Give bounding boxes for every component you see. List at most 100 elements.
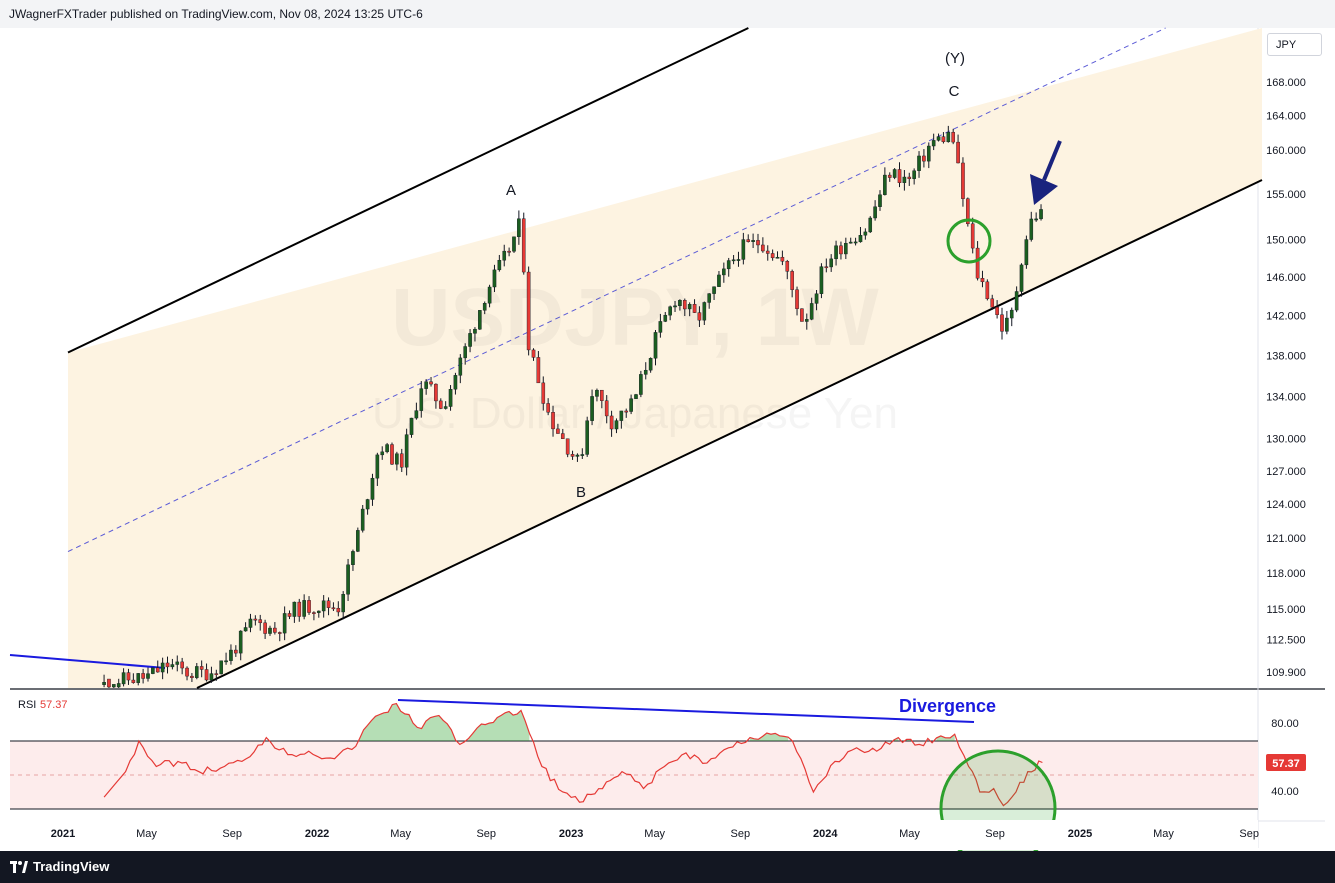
- time-tick: Sep: [1239, 828, 1259, 840]
- candle-body: [1000, 314, 1004, 332]
- candle-body: [692, 304, 697, 313]
- candle-body: [390, 444, 394, 465]
- candle-body: [199, 666, 204, 670]
- candle-body: [922, 155, 926, 162]
- candle-body: [346, 564, 350, 595]
- candle-body: [424, 381, 428, 389]
- price-tick: 118.000: [1267, 568, 1306, 580]
- old-trendline[interactable]: [9, 654, 166, 669]
- candle-body: [107, 678, 111, 688]
- candle-body: [385, 444, 389, 453]
- candle-body: [209, 673, 214, 681]
- price-tick: 164.000: [1266, 111, 1306, 123]
- candle-body: [844, 243, 848, 255]
- time-tick: May: [136, 828, 157, 840]
- channel-upper-line[interactable]: [67, 27, 749, 354]
- candle-body: [917, 155, 921, 171]
- candle-body: [258, 619, 263, 624]
- candle-body: [551, 412, 555, 430]
- time-tick: Sep: [222, 828, 242, 840]
- candle-body: [619, 410, 624, 421]
- candle-body: [336, 607, 341, 613]
- candle-body: [443, 406, 448, 409]
- candle-body: [229, 649, 233, 661]
- candle-body: [155, 667, 160, 673]
- candle-body: [980, 278, 985, 283]
- candle-body: [595, 389, 599, 397]
- candle-body: [160, 662, 165, 673]
- candle-body: [521, 218, 526, 273]
- candle-body: [297, 601, 302, 617]
- candle-body: [1005, 317, 1009, 332]
- candle-body: [526, 271, 531, 351]
- candle-body: [580, 454, 585, 456]
- candle-body: [370, 477, 375, 500]
- candle-body: [804, 319, 809, 322]
- publisher-bar: JWagnerFXTrader published on TradingView…: [0, 0, 1335, 28]
- candle-body: [112, 684, 116, 688]
- candle-body: [575, 454, 580, 457]
- candle-body: [663, 314, 668, 322]
- rsi-line: [103, 702, 1043, 807]
- divergence-line[interactable]: [397, 699, 975, 723]
- candle-body: [790, 271, 794, 290]
- candle-body: [658, 321, 663, 333]
- candle-body: [556, 428, 560, 434]
- candle-body: [429, 381, 433, 385]
- price-tick: 124.000: [1266, 499, 1306, 511]
- tradingview-brand[interactable]: TradingView: [10, 859, 109, 874]
- candle-body: [653, 332, 658, 359]
- currency-selector[interactable]: JPY: [1267, 33, 1322, 56]
- price-tick: 130.000: [1266, 433, 1306, 445]
- tradingview-logo-icon: [10, 860, 28, 873]
- candle-body: [697, 312, 702, 321]
- rsi-value-label: 57.37: [40, 699, 68, 711]
- candle-body: [600, 389, 604, 401]
- candle-body: [409, 417, 414, 435]
- time-tick: Sep: [985, 828, 1005, 840]
- candle-body: [517, 218, 521, 238]
- candle-body: [897, 169, 902, 183]
- candle-body: [990, 298, 995, 308]
- candle-body: [946, 131, 951, 143]
- candle-body: [131, 679, 136, 683]
- price-tick: 134.000: [1266, 391, 1306, 403]
- candle-body: [282, 613, 287, 634]
- wave-label-y: (Y): [945, 50, 965, 67]
- channel-lower-line[interactable]: [196, 179, 1263, 689]
- candle-body: [609, 415, 614, 430]
- candle-body: [146, 673, 150, 679]
- time-axis[interactable]: 2021 May Sep 2022 May Sep 2023 May Sep 2024 May Sep…: [51, 828, 1259, 840]
- rsi-value-badge: [1266, 754, 1306, 771]
- candle-body: [507, 250, 511, 253]
- candle-body: [565, 438, 570, 455]
- candle-body: [365, 499, 370, 510]
- price-axis[interactable]: 168.000 164.000 160.000 155.000 150.000 146.0…: [1266, 77, 1306, 679]
- candle-body: [458, 357, 463, 376]
- candle-body: [741, 239, 746, 260]
- candle-body: [453, 375, 458, 390]
- candle-body: [761, 244, 765, 252]
- candle-body: [356, 530, 360, 552]
- candle-body: [238, 630, 243, 654]
- candle-body: [243, 627, 248, 632]
- breakdown-circle[interactable]: [946, 218, 992, 264]
- candle-body: [463, 346, 467, 359]
- candle-body: [321, 600, 326, 612]
- candle-body: [121, 672, 126, 685]
- candle-body: [1009, 309, 1014, 319]
- candle-body: [136, 673, 141, 683]
- candle-body: [404, 434, 409, 468]
- candle-body: [175, 661, 180, 665]
- wave-label-b: B: [576, 484, 586, 501]
- candle-body: [975, 247, 980, 279]
- channel-median-line[interactable]: [67, 27, 1166, 552]
- candle-body: [478, 310, 482, 330]
- candle-body: [648, 358, 653, 371]
- candle-body: [448, 389, 453, 407]
- candle-body: [541, 382, 546, 404]
- candle-body: [151, 667, 155, 674]
- retest-arrow-icon[interactable]: [1030, 140, 1062, 205]
